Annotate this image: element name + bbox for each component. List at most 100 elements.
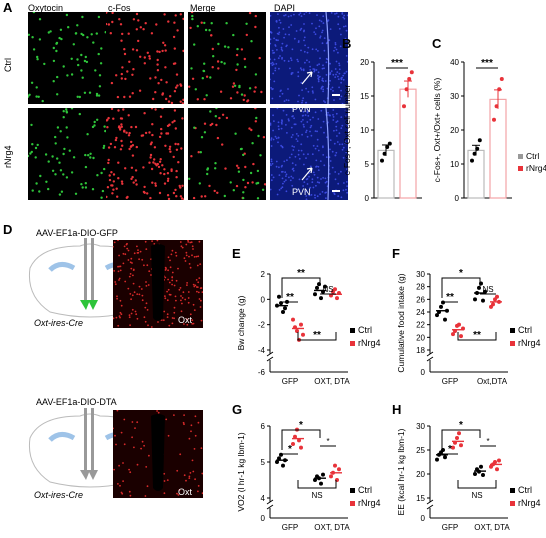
mouse-line-label-bottom: Oxt-ires-Cre xyxy=(34,490,83,500)
chart-c: 0 10 20 30 40 c-Fos+, Oxt+/Oxt+ cells (%) *** C… xyxy=(432,58,546,203)
data-point xyxy=(313,478,317,482)
y-tick-label: 10 xyxy=(450,160,459,169)
axis-break xyxy=(426,499,434,510)
legend-label-ctrl: Ctrl xyxy=(358,485,372,495)
pvn-label-ctrl: PVN xyxy=(292,104,311,114)
data-point xyxy=(457,431,461,436)
chart-e: -6 -4 -2 0 2 Bw change (g) ** ** NS ** GFP OXT, DTA… xyxy=(236,268,381,386)
data-point xyxy=(494,104,499,109)
axis-break xyxy=(426,351,434,362)
micrograph-cfos-ctrl xyxy=(106,12,184,104)
sig-label: * xyxy=(326,437,329,446)
panel-label-g: G xyxy=(232,402,243,417)
y-break-tick-label: 0 xyxy=(261,514,266,523)
data-point xyxy=(291,317,295,322)
data-point xyxy=(301,332,305,337)
y-tick-label: -4 xyxy=(258,346,266,355)
data-point xyxy=(299,322,303,327)
chart-g: 0 4 5 6 VO2 (l hr-1 kg lbm-1) * * * NS GFP OXT, DT… xyxy=(236,420,381,532)
axis-break xyxy=(266,499,274,510)
data-point xyxy=(455,436,459,440)
data-point xyxy=(333,463,337,468)
x-category-label: OXT, DTA xyxy=(314,523,350,532)
legend-label-rnrg4: rNrg4 xyxy=(518,498,541,508)
y-tick-label: -2 xyxy=(258,321,266,330)
y-axis-label: c-Fos+, Oxt cell number xyxy=(342,85,352,176)
y-tick-label: 30 xyxy=(416,422,425,431)
mouse-line-label-top: Oxt-ires-Cre xyxy=(34,318,83,328)
micrograph-dapi-ctrl xyxy=(270,12,348,104)
oxt-stain-image-gfp xyxy=(113,240,203,328)
micrograph-merge-ctrl xyxy=(188,12,266,104)
sig-bracket xyxy=(281,429,321,450)
data-point xyxy=(277,456,281,461)
data-point xyxy=(387,141,392,146)
data-point xyxy=(439,304,443,309)
y-tick-label: 40 xyxy=(450,58,459,67)
legend-label-ctrl: Ctrl xyxy=(358,325,372,335)
data-point xyxy=(337,467,341,472)
data-point xyxy=(491,302,495,307)
legend-swatch xyxy=(518,154,523,159)
data-point xyxy=(281,463,285,468)
sig-bracket xyxy=(281,277,321,298)
legend-label-ctrl: Ctrl xyxy=(518,325,532,335)
y-tick-label: 4 xyxy=(261,494,266,503)
panel-label-b: B xyxy=(342,36,352,51)
sig-label: ** xyxy=(313,330,321,341)
data-point xyxy=(459,334,463,339)
data-point xyxy=(477,138,482,143)
legend-swatch xyxy=(350,328,355,333)
x-category-label: OXT, DTA xyxy=(474,523,510,532)
x-category-label: OXT, DTA xyxy=(314,377,350,386)
data-point xyxy=(321,472,325,477)
data-point xyxy=(323,284,327,289)
legend-swatch xyxy=(350,501,355,506)
data-point xyxy=(497,87,502,92)
data-point xyxy=(481,298,485,303)
y-tick-label: 25 xyxy=(416,446,425,455)
bar-ctrl xyxy=(467,149,485,199)
sig-bracket xyxy=(297,480,337,489)
y-axis-label: Cumulative food intake (g) xyxy=(396,273,406,372)
x-category-label: Oxt,DTA xyxy=(477,377,508,386)
data-point xyxy=(479,464,483,469)
y-tick-label: 20 xyxy=(416,470,425,479)
sig-label: ** xyxy=(473,330,481,341)
sig-label: NS xyxy=(471,491,482,500)
y-tick-label: 0 xyxy=(261,295,266,304)
data-point xyxy=(313,292,317,297)
data-point xyxy=(281,310,285,314)
micrograph-cfos-rnrg4 xyxy=(106,108,184,200)
legend-swatch xyxy=(350,341,355,346)
y-tick-label: 26 xyxy=(416,295,425,304)
x-category-label: GFP xyxy=(282,377,298,386)
virus-label-dta: AAV-EF1a-DIO-DTA xyxy=(36,397,117,407)
sig-bracket xyxy=(457,480,497,489)
data-point xyxy=(451,332,455,337)
legend-swatch xyxy=(510,488,515,493)
y-axis-label: Bw change (g) xyxy=(236,295,246,350)
virus-label-gfp: AAV-EF1a-DIO-GFP xyxy=(36,228,118,238)
data-point xyxy=(435,313,439,318)
panel-label-f: F xyxy=(392,246,400,261)
oxt-stain-image-dta xyxy=(113,410,203,498)
column-header-oxytocin: Oxytocin xyxy=(28,3,64,13)
panel-label-d: D xyxy=(3,222,13,237)
data-point xyxy=(297,438,301,443)
data-point xyxy=(459,443,463,448)
y-axis-label: c-Fos+, Oxt+/Oxt+ cells (%) xyxy=(432,78,442,183)
data-point xyxy=(481,472,485,477)
bar-rnrg4 xyxy=(489,98,507,199)
bar-ctrl xyxy=(377,149,395,199)
data-point xyxy=(319,481,323,486)
data-point xyxy=(495,294,499,299)
legend-label-rnrg4: rNrg4 xyxy=(518,338,541,348)
sig-bracket xyxy=(457,332,497,341)
legend-label-ctrl: Ctrl xyxy=(526,151,539,161)
sig-label: * xyxy=(288,444,292,455)
chart-h: 0 15 20 25 30 EE (kcal hr-1 kg lbm-1) * * * NS GFP… xyxy=(396,420,541,532)
data-point xyxy=(402,104,406,109)
data-point xyxy=(335,296,339,301)
sig-label: *** xyxy=(481,58,493,69)
